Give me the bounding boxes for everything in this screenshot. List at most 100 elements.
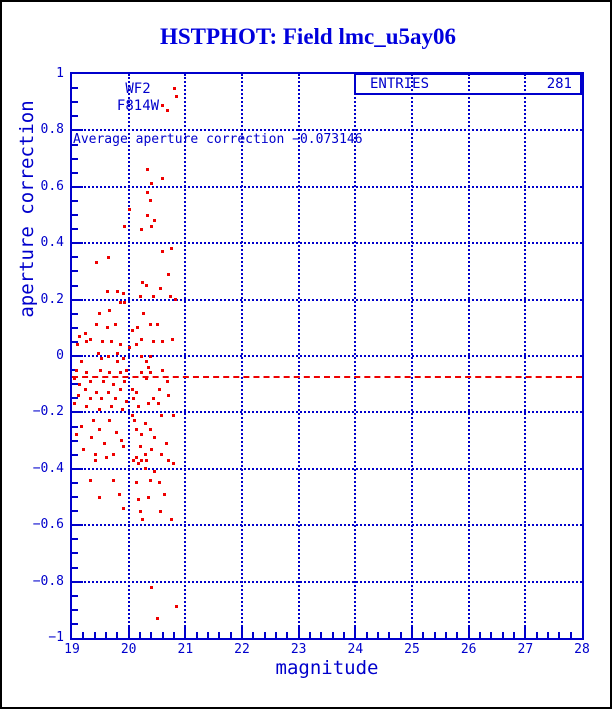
data-point <box>151 396 155 400</box>
data-point <box>149 199 153 203</box>
data-point <box>136 461 140 465</box>
y-minor-tick <box>72 340 78 343</box>
data-point <box>171 337 175 341</box>
data-point <box>166 393 170 397</box>
data-point <box>121 292 125 296</box>
data-point <box>90 436 94 440</box>
average-correction-annotation: Average aperture correction −0.073146 <box>73 132 363 147</box>
y-minor-tick <box>72 397 78 400</box>
data-point <box>140 337 144 341</box>
data-point <box>132 396 136 400</box>
x-minor-tick <box>286 632 289 638</box>
data-point <box>110 405 114 409</box>
x-major-tick <box>297 627 300 638</box>
data-point <box>135 456 139 460</box>
data-point <box>115 430 119 434</box>
data-point <box>111 478 115 482</box>
data-point <box>158 481 162 485</box>
x-minor-tick <box>195 632 198 638</box>
y-major-tick <box>72 298 83 301</box>
data-point <box>131 458 135 462</box>
x-tick-label: 24 <box>347 642 364 657</box>
data-point <box>107 255 111 259</box>
data-point <box>111 453 115 457</box>
x-tick-label: 20 <box>120 642 137 657</box>
data-point <box>160 413 164 417</box>
y-minor-tick <box>72 496 78 498</box>
data-point <box>156 402 160 406</box>
data-point <box>146 213 150 217</box>
y-minor-tick <box>72 383 78 386</box>
data-point <box>163 492 167 496</box>
data-point <box>147 365 150 369</box>
y-tick-label: −1 <box>48 630 64 645</box>
y-minor-tick <box>72 171 78 174</box>
y-major-tick <box>72 411 83 414</box>
x-minor-tick <box>365 632 368 638</box>
y-major-tick <box>72 129 83 132</box>
data-point <box>159 286 163 290</box>
data-point <box>156 616 160 620</box>
data-point <box>174 298 178 302</box>
x-minor-tick <box>150 632 153 638</box>
data-point <box>150 447 154 451</box>
entries-label: ENTRIES <box>370 76 430 92</box>
data-point <box>140 433 144 437</box>
data-point <box>124 368 128 372</box>
data-point <box>170 518 174 522</box>
data-point <box>134 391 138 395</box>
data-point <box>146 190 150 194</box>
entries-value: 281 <box>546 76 572 92</box>
data-point <box>131 388 135 392</box>
horizontal-gridline <box>72 580 582 583</box>
horizontal-gridline <box>72 129 582 132</box>
data-point <box>75 433 79 437</box>
data-point <box>141 518 145 522</box>
data-point <box>72 377 76 381</box>
data-point <box>133 419 137 423</box>
data-point <box>84 371 88 375</box>
data-point <box>140 227 144 231</box>
y-minor-tick <box>72 143 78 146</box>
y-minor-tick <box>72 199 78 202</box>
data-point <box>142 312 146 316</box>
data-point <box>119 371 123 375</box>
data-point <box>108 309 112 313</box>
y-tick-label: 0.4 <box>40 235 64 251</box>
y-tick-label: −0.8 <box>32 573 64 589</box>
data-point <box>93 458 97 462</box>
x-minor-tick <box>207 632 209 638</box>
y-minor-tick <box>72 369 78 372</box>
data-point <box>115 289 119 293</box>
data-point <box>89 478 93 482</box>
y-tick-label: −0.6 <box>32 517 64 533</box>
x-tick-label: 25 <box>404 642 420 657</box>
y-minor-tick <box>72 256 78 259</box>
data-point <box>149 371 153 375</box>
data-point <box>135 427 139 431</box>
x-minor-tick <box>535 632 538 638</box>
mean-correction-line <box>72 375 582 378</box>
data-point <box>117 492 121 496</box>
filter-label: F814W <box>116 98 160 114</box>
data-point <box>171 413 175 417</box>
x-minor-tick <box>229 632 232 638</box>
data-point <box>147 495 150 499</box>
data-point <box>93 453 97 457</box>
data-point <box>113 396 117 400</box>
data-point <box>106 354 110 358</box>
x-minor-tick <box>173 632 175 638</box>
y-minor-tick <box>72 115 78 118</box>
data-point <box>141 281 145 285</box>
data-point <box>98 427 102 431</box>
x-tick-label: 27 <box>517 642 534 657</box>
y-tick-label: −0.4 <box>32 460 64 476</box>
data-point <box>116 351 120 355</box>
data-point <box>161 250 165 254</box>
data-point <box>115 360 119 364</box>
data-point <box>103 441 107 445</box>
data-point <box>148 478 152 482</box>
data-point <box>138 295 142 299</box>
y-major-tick <box>72 580 83 583</box>
x-minor-tick <box>252 632 255 638</box>
